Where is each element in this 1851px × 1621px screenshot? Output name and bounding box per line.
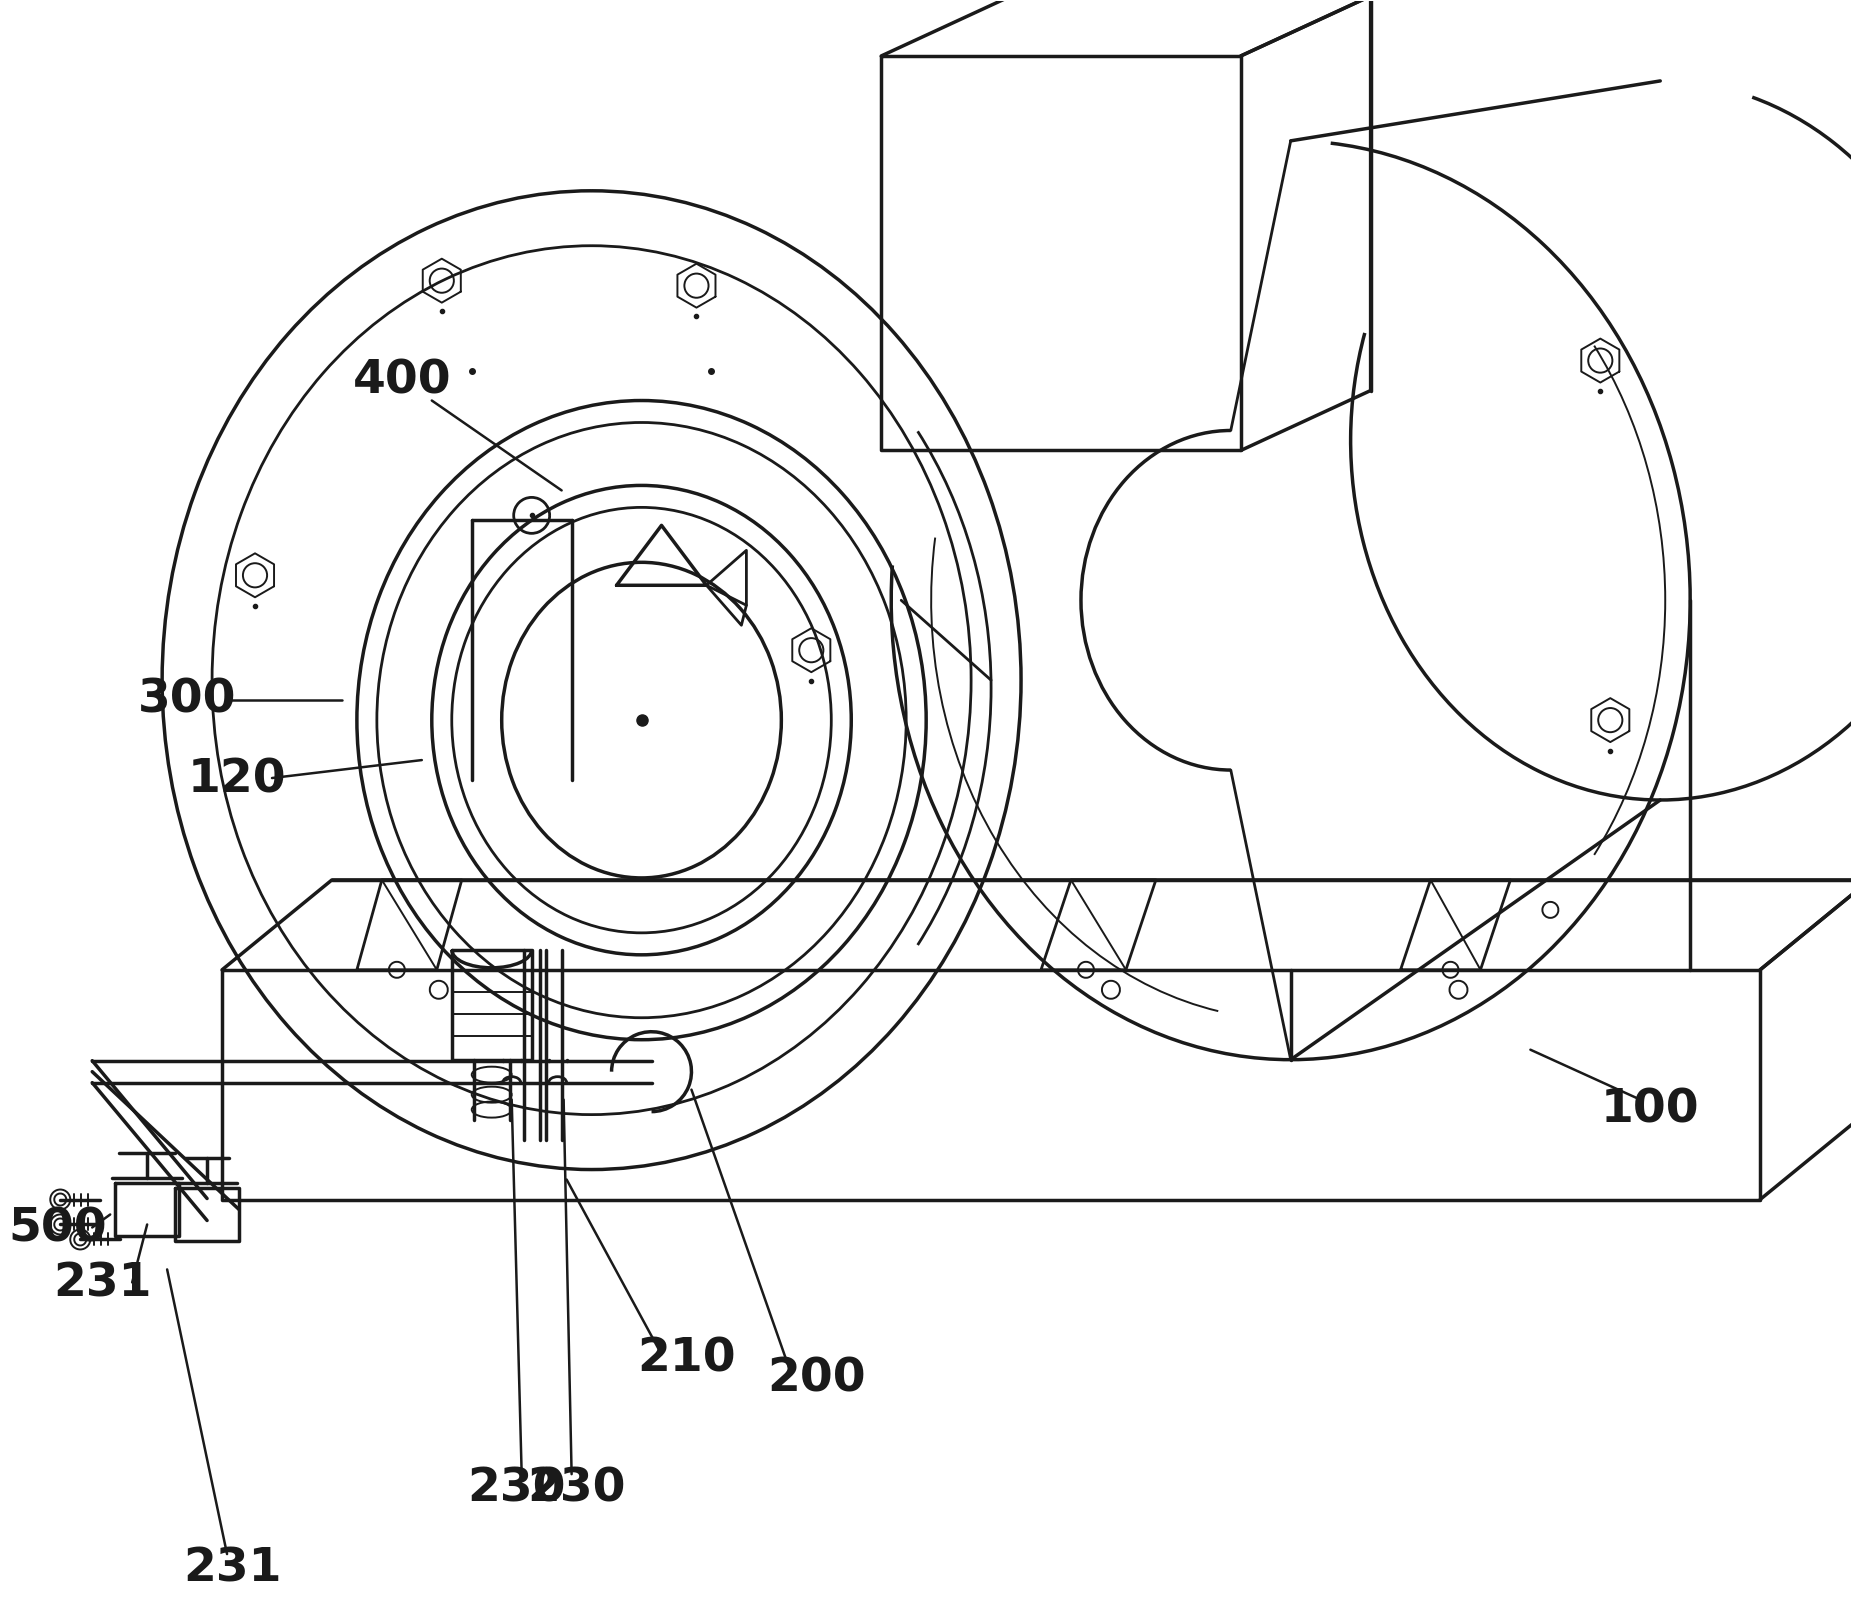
Text: 100: 100	[1601, 1088, 1699, 1131]
Text: 500: 500	[7, 1208, 107, 1251]
Text: 231: 231	[183, 1546, 281, 1592]
Text: 210: 210	[637, 1337, 737, 1381]
Text: 230: 230	[528, 1467, 626, 1512]
Text: 400: 400	[352, 358, 452, 404]
Text: 300: 300	[137, 678, 237, 723]
Text: 200: 200	[766, 1357, 866, 1402]
Text: 230: 230	[468, 1467, 566, 1512]
Text: 120: 120	[187, 757, 287, 802]
Text: 231: 231	[54, 1261, 152, 1307]
